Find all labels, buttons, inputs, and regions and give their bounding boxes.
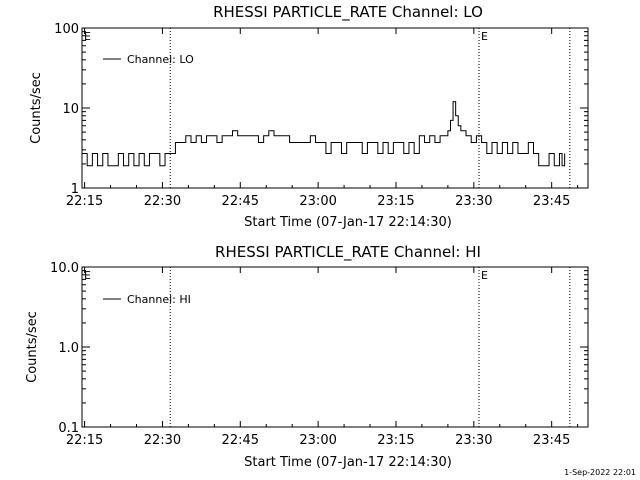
y-tick-label: 100 bbox=[54, 22, 79, 37]
chart-title: RHESSI PARTICLE_RATE Channel: LO bbox=[213, 3, 483, 22]
plot-area bbox=[81, 266, 589, 428]
x-axis-label: Start Time (07-Jan-17 22:14:30) bbox=[244, 215, 452, 230]
x-tick-label: 23:15 bbox=[377, 433, 414, 448]
x-tick-label: 22:30 bbox=[144, 433, 181, 448]
y-axis-label: Counts/sec bbox=[25, 311, 40, 383]
x-tick-label: 23:15 bbox=[377, 194, 414, 209]
x-tick-label: 23:00 bbox=[299, 194, 336, 209]
y-tick-label: 1 bbox=[71, 182, 79, 197]
x-tick-label: 23:45 bbox=[533, 433, 570, 448]
panel-hi: RHESSI PARTICLE_RATE Channel: HI Counts/… bbox=[25, 243, 589, 470]
y-tick-label: 10.0 bbox=[50, 261, 79, 276]
series-line-lo bbox=[82, 101, 566, 167]
chart-title: RHESSI PARTICLE_RATE Channel: HI bbox=[215, 243, 481, 262]
y-tick-label: 1.0 bbox=[58, 341, 79, 356]
event-marker-label: E bbox=[481, 269, 488, 282]
x-tick-label: 22:15 bbox=[66, 433, 103, 448]
x-tick-label: 23:45 bbox=[533, 194, 570, 209]
y-tick-label: 10 bbox=[62, 102, 79, 117]
y-tick-label: 0.1 bbox=[58, 421, 79, 436]
y-axis-label: Counts/sec bbox=[29, 72, 44, 144]
date-stamp: 1-Sep-2022 22:01 bbox=[564, 468, 636, 477]
x-tick-label: 22:15 bbox=[66, 194, 103, 209]
left-marker-label: E bbox=[84, 269, 91, 282]
x-tick-label: 23:30 bbox=[455, 433, 492, 448]
x-tick-label: 23:30 bbox=[455, 194, 492, 209]
legend-entry: Channel: LO bbox=[127, 53, 194, 66]
left-marker-label: E bbox=[84, 30, 91, 43]
x-tick-label: 23:00 bbox=[299, 433, 336, 448]
x-axis-label: Start Time (07-Jan-17 22:14:30) bbox=[244, 455, 452, 470]
x-tick-label: 22:45 bbox=[222, 194, 259, 209]
x-tick-label: 22:45 bbox=[222, 433, 259, 448]
x-tick-label: 22:30 bbox=[144, 194, 181, 209]
legend-entry: Channel: HI bbox=[127, 293, 191, 306]
plot-area bbox=[81, 27, 589, 189]
panel-lo: RHESSI PARTICLE_RATE Channel: LO Counts/… bbox=[29, 3, 589, 230]
event-marker-label: E bbox=[481, 30, 488, 43]
